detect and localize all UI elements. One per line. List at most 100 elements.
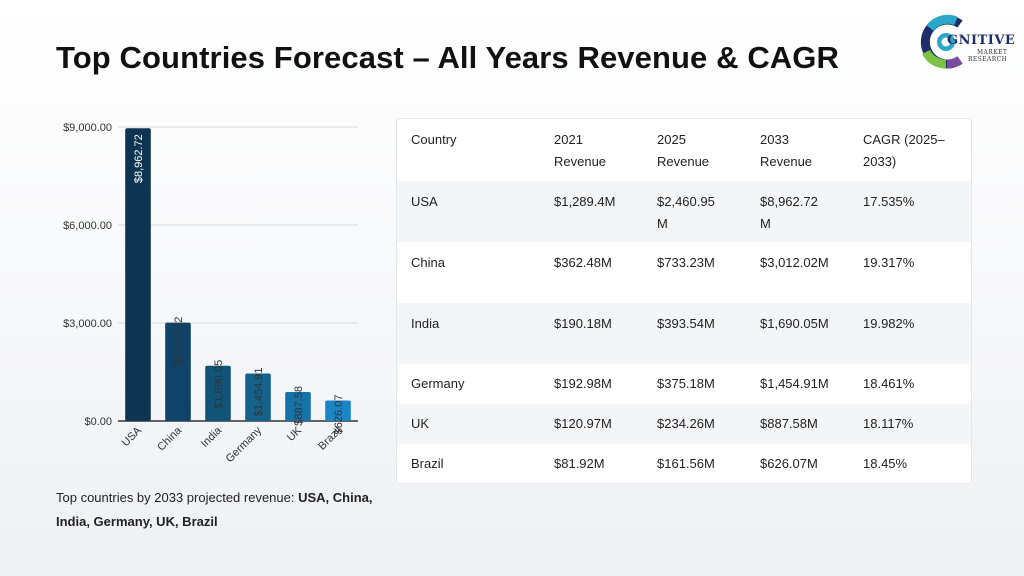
cell-text: $190.18M bbox=[554, 316, 612, 331]
value-cell: $81.92M bbox=[540, 444, 643, 483]
page-title: Top Countries Forecast – All Years Reven… bbox=[56, 40, 839, 75]
y-tick-label: $3,000.00 bbox=[63, 318, 112, 330]
table-row: Brazil $81.92M $161.56M $626.07M 18.45% bbox=[397, 444, 971, 483]
x-tick-label: USA bbox=[120, 424, 145, 449]
table-header-cell: 2025 Revenue bbox=[643, 119, 746, 181]
forecast-table-card: Country 2021 Revenue 2025 Revenue 2033 Revenue… bbox=[396, 118, 972, 484]
cell-text: UK bbox=[411, 416, 430, 431]
cell-text: M bbox=[657, 216, 668, 231]
cell-text: 18.45% bbox=[863, 456, 908, 471]
header-text: 2021 bbox=[554, 132, 583, 147]
bar-value-label: $1,454.91 bbox=[253, 367, 265, 416]
value-cell: $362.48M bbox=[540, 242, 643, 303]
cell-text: $192.98M bbox=[554, 376, 612, 391]
value-cell: $887.58M bbox=[746, 404, 849, 444]
cell-text: Brazil bbox=[411, 456, 444, 471]
value-cell: $733.23M bbox=[643, 242, 746, 303]
value-cell: $190.18M bbox=[540, 303, 643, 364]
x-tick-label: Germany bbox=[224, 424, 265, 465]
country-cell: Brazil bbox=[397, 444, 540, 483]
value-cell: $393.54M bbox=[643, 303, 746, 364]
bar-germany bbox=[245, 373, 271, 421]
country-cell: China bbox=[397, 242, 540, 303]
table-row: USA $1,289.4M $2,460.95 M $8,962.72 M 17.535% bbox=[397, 181, 971, 242]
header-text: Revenue bbox=[760, 154, 813, 169]
value-cell: 19.317% bbox=[849, 242, 971, 303]
cell-text: $2,460.95 bbox=[657, 194, 715, 209]
cell-text: $362.48M bbox=[554, 255, 612, 270]
cell-text: India bbox=[411, 316, 440, 331]
logo-c-icon bbox=[920, 14, 963, 69]
table-header-row: Country 2021 Revenue 2025 Revenue 2033 Revenue… bbox=[397, 119, 971, 181]
value-cell: $192.98M bbox=[540, 364, 643, 404]
brand-logo: GNITIVE MARKET RESEARCH bbox=[916, 12, 1016, 72]
cell-text: Germany bbox=[411, 376, 465, 391]
cell-text: 17.535% bbox=[863, 194, 915, 209]
bar-value-label: $626.07 bbox=[333, 395, 345, 435]
logo-word: GNITIVE bbox=[947, 33, 1016, 48]
value-cell: $1,690.05M bbox=[746, 303, 849, 364]
cell-text: 19.317% bbox=[863, 255, 915, 270]
chart-caption: Top countries by 2033 projected revenue:… bbox=[56, 486, 376, 534]
header-text: 2025 bbox=[657, 132, 686, 147]
table-header-cell: CAGR (2025– 2033) bbox=[849, 119, 971, 181]
header-text: 2033 bbox=[760, 132, 789, 147]
bar-uk bbox=[285, 392, 311, 421]
cell-text: $8,962.72 bbox=[760, 194, 818, 209]
table-row: UK $120.97M $234.26M $887.58M 18.117% bbox=[397, 404, 971, 444]
value-cell: $626.07M bbox=[746, 444, 849, 483]
header-text: Country bbox=[411, 132, 457, 147]
table-header-cell: Country bbox=[397, 119, 540, 181]
x-tick-label: UK bbox=[285, 424, 305, 444]
value-cell: 17.535% bbox=[849, 181, 971, 242]
value-cell: 19.982% bbox=[849, 303, 971, 364]
y-tick-label: $9,000.00 bbox=[63, 122, 112, 134]
cell-text: $887.58M bbox=[760, 416, 818, 431]
revenue-bar-chart: $0.00 $3,000.00 $6,000.00 $9,000.00 $8,962.7… bbox=[40, 112, 380, 472]
cell-text: $1,454.91M bbox=[760, 376, 829, 391]
cell-text: $1,690.05M bbox=[760, 316, 829, 331]
value-cell: $1,454.91M bbox=[746, 364, 849, 404]
cell-text: $3,012.02M bbox=[760, 255, 829, 270]
cell-text: 19.982% bbox=[863, 316, 915, 331]
bar-value-label: $3,012.02 bbox=[173, 317, 185, 366]
table-row: China $362.48M $733.23M $3,012.02M 19.317% bbox=[397, 242, 971, 303]
header-text: 2033) bbox=[863, 154, 897, 169]
cell-text: China bbox=[411, 255, 445, 270]
y-tick-label: $0.00 bbox=[84, 416, 112, 428]
value-cell: 18.117% bbox=[849, 404, 971, 444]
x-tick-label: India bbox=[199, 424, 225, 450]
country-cell: Germany bbox=[397, 364, 540, 404]
value-cell: $2,460.95 M bbox=[643, 181, 746, 242]
cell-text: USA bbox=[411, 194, 438, 209]
value-cell: $1,289.4M bbox=[540, 181, 643, 242]
chart-canvas: $0.00 $3,000.00 $6,000.00 $9,000.00 $8,962.7… bbox=[63, 122, 358, 465]
table-row: India $190.18M $393.54M $1,690.05M 19.982% bbox=[397, 303, 971, 364]
value-cell: $3,012.02M bbox=[746, 242, 849, 303]
forecast-table: Country 2021 Revenue 2025 Revenue 2033 Revenue… bbox=[397, 119, 971, 483]
value-cell: $234.26M bbox=[643, 404, 746, 444]
header-text: CAGR (2025– bbox=[863, 132, 945, 147]
table-header-cell: 2033 Revenue bbox=[746, 119, 849, 181]
country-cell: USA bbox=[397, 181, 540, 242]
cell-text: $234.26M bbox=[657, 416, 715, 431]
bar-value-label: $887.58 bbox=[293, 386, 305, 426]
logo-subtitle: MARKET RESEARCH bbox=[968, 49, 1008, 63]
cell-text: $626.07M bbox=[760, 456, 818, 471]
value-cell: $120.97M bbox=[540, 404, 643, 444]
cell-text: $375.18M bbox=[657, 376, 715, 391]
value-cell: $8,962.72 M bbox=[746, 181, 849, 242]
y-tick-label: $6,000.00 bbox=[63, 220, 112, 232]
caption-countries: USA, China, India, Germany, UK, Brazil bbox=[56, 490, 373, 529]
country-cell: UK bbox=[397, 404, 540, 444]
bar-india bbox=[205, 365, 231, 421]
value-cell: 18.461% bbox=[849, 364, 971, 404]
bar-value-label: $1,690.05 bbox=[213, 360, 225, 409]
x-tick-label: China bbox=[155, 424, 184, 453]
value-cell: $375.18M bbox=[643, 364, 746, 404]
cell-text: $161.56M bbox=[657, 456, 715, 471]
cell-text: 18.117% bbox=[863, 416, 914, 431]
header-text: Revenue bbox=[657, 154, 710, 169]
cell-text: $393.54M bbox=[657, 316, 715, 331]
value-cell: 18.45% bbox=[849, 444, 971, 483]
